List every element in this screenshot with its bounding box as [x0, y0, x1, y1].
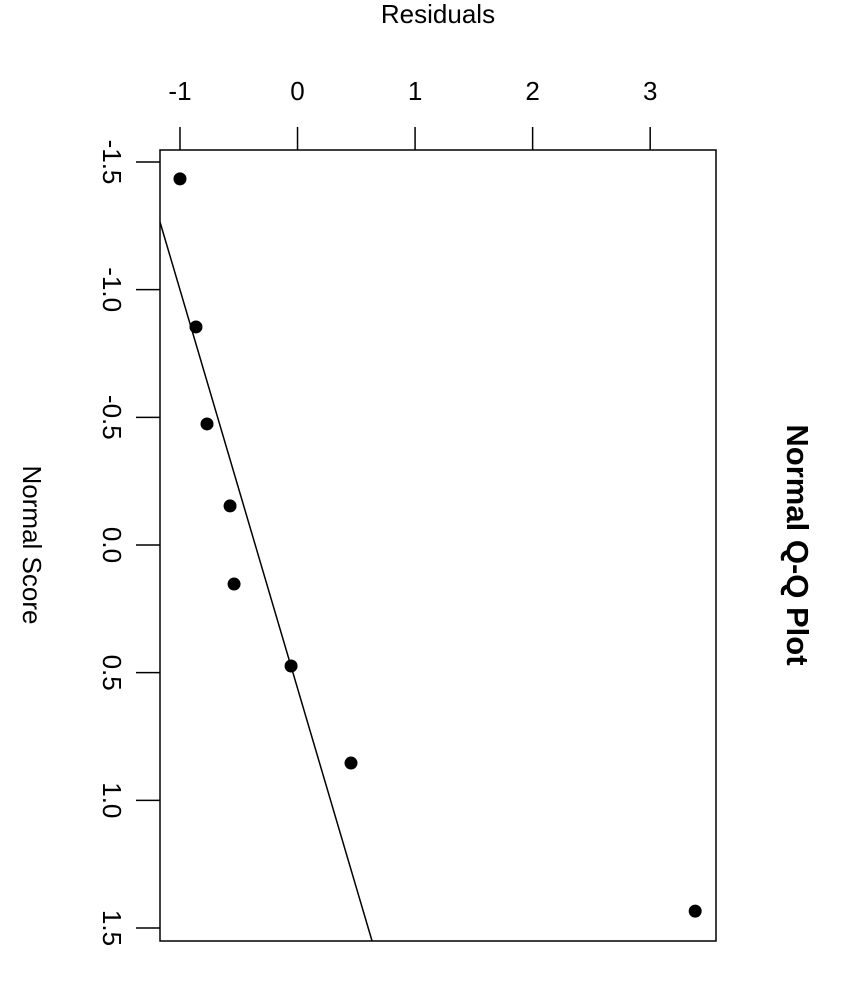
point: [284, 659, 298, 673]
point: [189, 320, 203, 334]
x-tick-label: 0.5: [97, 655, 127, 691]
y-tick-label: 0: [290, 76, 304, 106]
y-tick-label: 3: [643, 76, 657, 106]
y-tick-label: 1: [408, 76, 422, 106]
x-tick-label: -1.0: [97, 267, 127, 312]
point: [223, 499, 237, 513]
y-tick-label: -1: [168, 76, 191, 106]
point: [688, 904, 702, 918]
x-tick-label: 1.0: [97, 782, 127, 818]
y-tick-label: 2: [525, 76, 539, 106]
point: [227, 577, 241, 591]
x-tick-label: 1.5: [97, 910, 127, 946]
x-axis-label: Normal Score: [17, 466, 47, 625]
point: [200, 417, 214, 431]
point: [173, 172, 187, 186]
point: [344, 756, 358, 770]
plot-box: [159, 149, 717, 942]
x-tick-label: -0.5: [97, 395, 127, 440]
reference-line: [159, 221, 373, 942]
y-axis-label: Residuals: [381, 0, 495, 29]
x-tick-label: -1.5: [97, 140, 127, 185]
x-tick-label: 0.0: [97, 527, 127, 563]
chart-title: Normal Q-Q Plot: [780, 424, 815, 665]
